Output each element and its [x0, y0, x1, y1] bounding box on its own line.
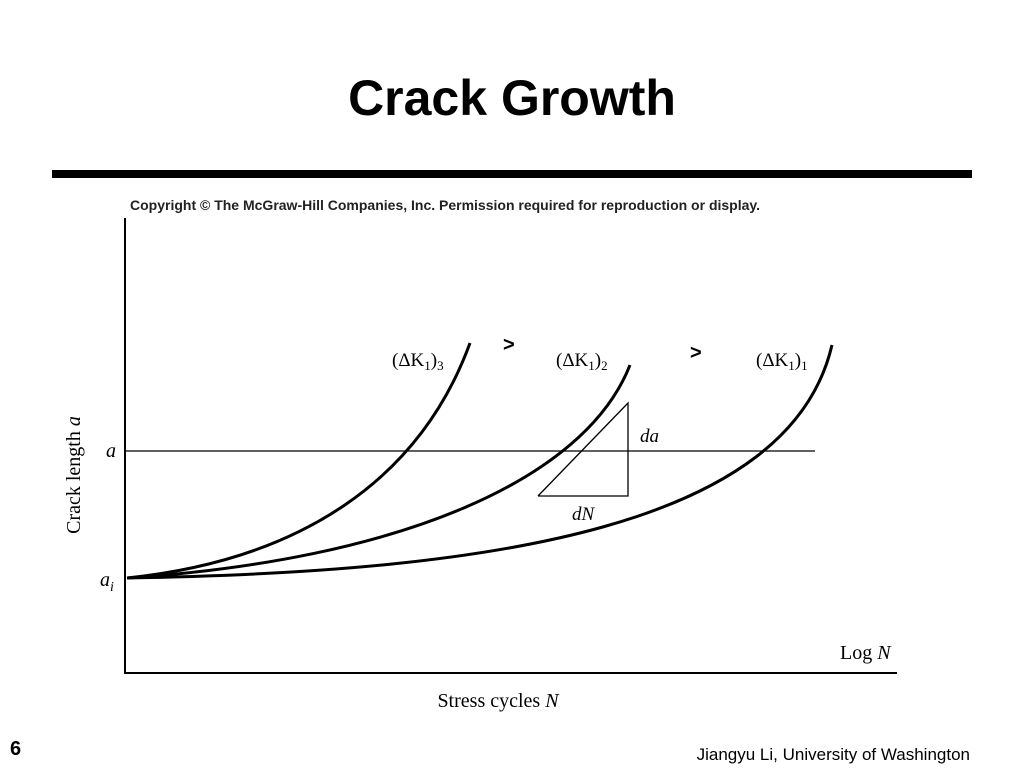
da-label: da	[640, 426, 659, 447]
label-part: )	[795, 350, 801, 371]
page-number: 6	[10, 738, 21, 760]
copyright: Copyright © The McGraw-Hill Companies, I…	[130, 197, 760, 213]
label-part: (ΔK	[556, 350, 589, 371]
label-part: a	[100, 569, 110, 591]
comparison: >	[503, 334, 515, 356]
label-part: )	[595, 350, 601, 371]
x-axis-end-label: Log N	[840, 642, 892, 664]
label-part: Log	[840, 642, 872, 664]
label-part: Crack length	[63, 431, 85, 534]
label-part: N	[544, 690, 560, 712]
curve-label: (ΔK1)2	[556, 350, 608, 373]
curve-k1	[126, 344, 834, 580]
label-sub: 3	[437, 358, 444, 373]
label-sub: 1	[801, 358, 808, 373]
label-part: )	[431, 350, 437, 371]
level-ai: ai	[100, 569, 114, 595]
curve-k3	[126, 342, 472, 580]
label-sub: 1	[788, 358, 795, 373]
title-rule	[52, 170, 972, 178]
slope-triangle	[537, 401, 629, 497]
comparison: >	[690, 342, 702, 364]
label-part: (ΔK	[756, 350, 789, 371]
x-axis-label: Stress cycles N	[437, 690, 560, 712]
label-part: (ΔK	[392, 350, 425, 371]
label-sub: 1	[424, 358, 431, 373]
curve-label: (ΔK1)3	[392, 350, 444, 373]
label-part: N	[876, 642, 892, 664]
footer: Jiangyu Li, University of Washington	[697, 745, 970, 764]
y-axis-label: Crack length a	[63, 416, 85, 534]
curve-label: (ΔK1)1	[756, 350, 808, 373]
label-sub: 1	[588, 358, 595, 373]
label-part: a	[63, 416, 85, 426]
label-sub: 2	[601, 358, 608, 373]
slide-title: Crack Growth	[348, 70, 676, 126]
dn-label: dN	[572, 504, 596, 525]
label-sub: i	[110, 580, 114, 595]
level-a: a	[106, 440, 116, 462]
curve-k2	[126, 364, 632, 580]
label-part: Stress cycles	[437, 690, 540, 712]
